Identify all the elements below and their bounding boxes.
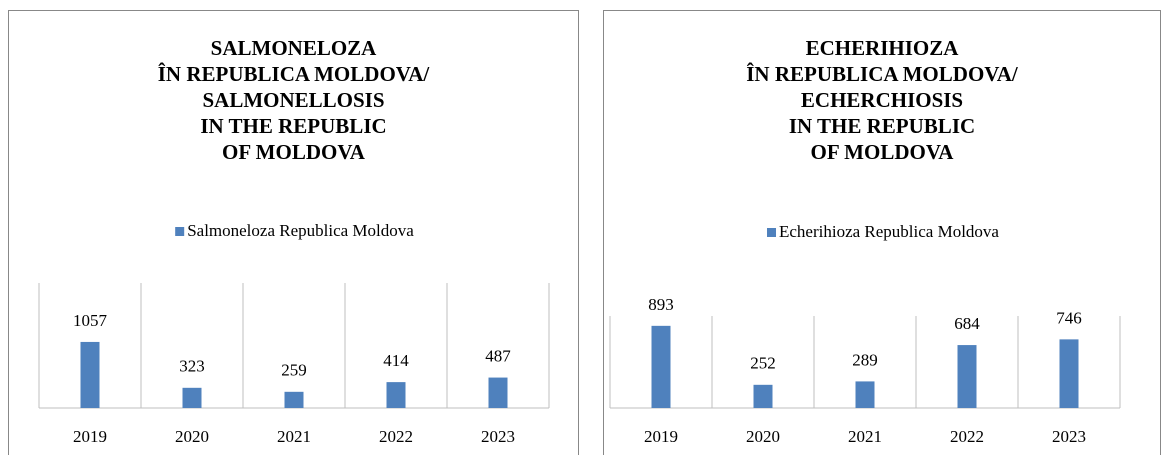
bar (386, 382, 406, 408)
data-label: 252 (750, 354, 776, 373)
x-tick-label: 2022 (950, 427, 984, 446)
bar (284, 391, 304, 408)
legend-label: Salmoneloza Republica Moldova (187, 221, 414, 240)
x-tick-label: 2019 (644, 427, 678, 446)
chart: Salmoneloza Republica Moldova 2019 1057 202… (38, 221, 550, 446)
legend-swatch (767, 228, 777, 237)
x-tick-label: 2022 (379, 427, 413, 446)
data-label: 746 (1056, 308, 1082, 327)
data-label: 289 (852, 350, 878, 369)
chart: Echerihioza Republica Moldova 2019 893 2020… (609, 222, 1121, 446)
bar (651, 325, 671, 408)
data-label: 684 (954, 314, 980, 333)
x-tick-label: 2023 (1052, 427, 1086, 446)
bar (1059, 339, 1079, 408)
bar (753, 384, 773, 408)
x-tick-label: 2021 (848, 427, 882, 446)
bar (855, 381, 875, 408)
chart-panel: SALMONELOZA ÎN REPUBLICA MOLDOVA/ SALMON… (8, 10, 579, 455)
x-tick-label: 2019 (73, 427, 107, 446)
chart-title: SALMONELOZA ÎN REPUBLICA MOLDOVA/ SALMON… (157, 36, 430, 164)
x-tick-label: 2021 (277, 427, 311, 446)
x-tick-label: 2020 (746, 427, 780, 446)
data-label: 893 (648, 295, 674, 314)
bar (957, 345, 977, 408)
bar (488, 377, 508, 408)
legend-label: Echerihioza Republica Moldova (779, 222, 999, 241)
chart-title: ECHERIHIOZA ÎN REPUBLICA MOLDOVA/ ECHERC… (746, 36, 1018, 164)
data-label: 414 (383, 351, 409, 370)
chart-panel: ECHERIHIOZA ÎN REPUBLICA MOLDOVA/ ECHERC… (603, 10, 1161, 455)
data-label: 1057 (73, 311, 108, 330)
data-label: 487 (485, 346, 511, 365)
bar (80, 341, 100, 408)
data-label: 323 (179, 357, 205, 376)
x-tick-label: 2020 (175, 427, 209, 446)
data-label: 259 (281, 361, 307, 380)
legend-swatch (175, 227, 185, 236)
x-tick-label: 2023 (481, 427, 515, 446)
bar (182, 387, 202, 408)
